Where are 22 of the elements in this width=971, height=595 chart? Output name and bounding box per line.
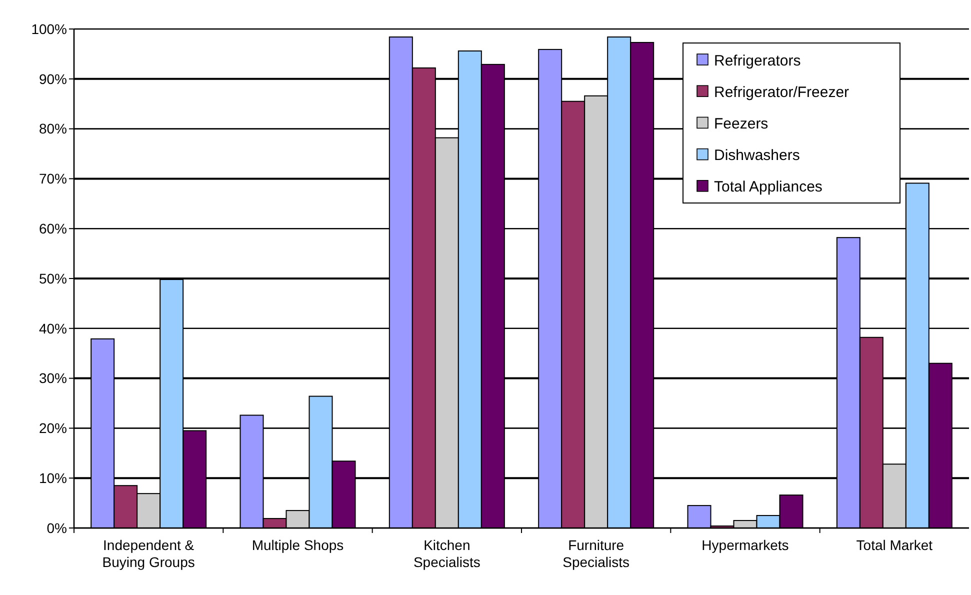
y-tick-label: 30% — [38, 370, 67, 386]
legend-label: Refrigerator/Freezer — [714, 84, 850, 101]
y-tick-label: 80% — [38, 120, 67, 137]
y-tick-label: 20% — [38, 420, 67, 436]
legend-label: Refrigerators — [714, 52, 801, 70]
y-tick-label: 0% — [46, 520, 67, 536]
x-tick-label: Multiple Shops — [252, 537, 344, 553]
y-tick-label: 70% — [38, 170, 67, 187]
y-tick-label: 60% — [38, 220, 67, 236]
legend-label: Total Appliances — [714, 178, 822, 196]
legend-label: Dishwashers — [714, 147, 800, 164]
y-tick-label: 100% — [31, 20, 67, 37]
y-tick-label: 50% — [38, 270, 67, 286]
x-tick-label: Kitchen Specialists — [413, 537, 480, 570]
x-tick-label: Independent & Buying Groups — [102, 537, 195, 570]
y-tick-label: 10% — [38, 470, 67, 486]
legend-label: Feezers — [714, 115, 768, 132]
x-tick-label: Furniture Specialists — [562, 537, 630, 570]
x-tick-label: Total Market — [856, 537, 933, 553]
y-tick-label: 40% — [38, 320, 67, 336]
y-tick-label: 90% — [38, 70, 67, 87]
x-tick-label: Hypermarkets — [702, 537, 789, 553]
